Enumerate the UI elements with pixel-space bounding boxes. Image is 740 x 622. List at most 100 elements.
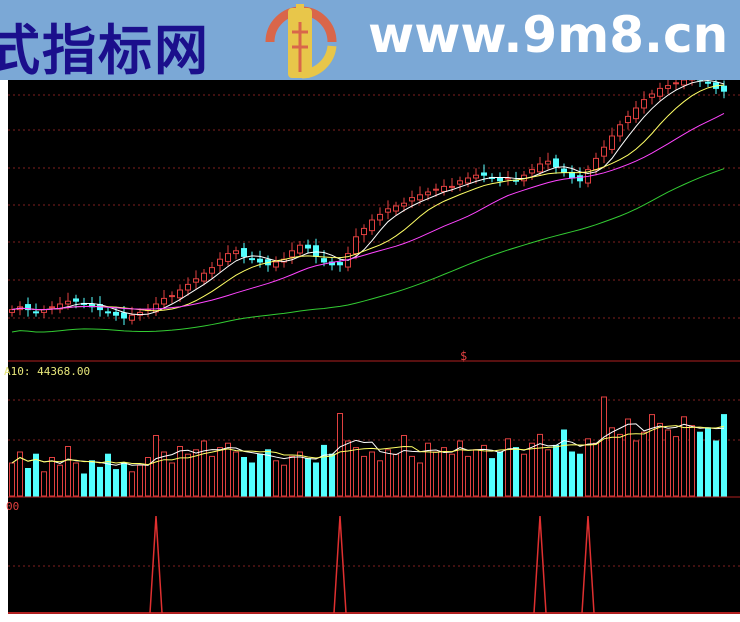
candle-body: [273, 261, 279, 268]
candle-body: [113, 311, 119, 316]
volume-bar: [353, 447, 359, 497]
candle-body: [393, 205, 399, 212]
volume-bar: [129, 471, 135, 497]
candle-body: [441, 185, 447, 192]
candle-body: [681, 79, 687, 86]
candle-body: [121, 312, 127, 319]
volume-bar: [705, 427, 711, 497]
candle-body: [545, 160, 551, 165]
candle-body: [657, 87, 663, 97]
volume-bar: [217, 447, 223, 497]
ma40-line: [11, 168, 725, 333]
volume-bar: [609, 427, 615, 497]
volume-bar: [449, 453, 455, 497]
candle-body: [481, 172, 487, 176]
volume-bar: [97, 466, 103, 497]
volume-bar: [617, 433, 623, 497]
volume-bar: [9, 462, 15, 497]
volume-bar: [537, 433, 543, 497]
candle-body: [465, 177, 471, 184]
candle-body: [73, 298, 79, 302]
site-url: www.9m8.cn: [368, 6, 729, 64]
candle-body: [249, 258, 255, 261]
volume-bar: [513, 447, 519, 497]
candle-body: [241, 248, 247, 257]
candle-body: [225, 253, 231, 262]
candle-body: [289, 250, 295, 258]
volume-bar: [497, 451, 503, 497]
volume-bar: [209, 455, 215, 497]
signal-spike: [333, 515, 347, 614]
volume-bar: [313, 462, 319, 497]
volume-bar: [681, 416, 687, 497]
volume-bar: [73, 462, 79, 497]
candle-body: [161, 297, 167, 305]
volume-bar: [337, 413, 343, 497]
volume-bar: [265, 449, 271, 497]
candle-body: [313, 245, 319, 257]
signal-marker: $: [460, 349, 468, 363]
candle-body: [409, 197, 415, 202]
candle-body: [473, 174, 479, 179]
volume-bar: [105, 453, 111, 497]
candle-body: [457, 180, 463, 185]
volume-bar: [409, 455, 415, 497]
candle-body: [721, 85, 727, 92]
candle-body: [401, 202, 407, 207]
volume-bar: [345, 440, 351, 497]
candle-body: [569, 171, 575, 179]
candle-body: [65, 300, 71, 305]
candle-body: [129, 314, 135, 321]
volume-bar: [177, 446, 183, 497]
candle-body: [193, 278, 199, 283]
candle-body: [185, 283, 191, 291]
candle-body: [377, 213, 383, 221]
candle-body: [105, 311, 111, 314]
candle-body: [577, 175, 583, 182]
volume-bar: [297, 451, 303, 497]
volume-bar: [697, 431, 703, 497]
candle-body: [209, 267, 215, 274]
volume-bar: [649, 414, 655, 497]
candle-body: [593, 157, 599, 171]
chart-background: [8, 0, 740, 614]
volume-bar: [545, 449, 551, 497]
candle-body: [201, 272, 207, 282]
volume-bar: [425, 442, 431, 497]
volume-bar: [377, 460, 383, 497]
volume-bar: [57, 464, 63, 497]
signal-spike: [581, 515, 595, 614]
volume-bar: [225, 442, 231, 497]
volume-bar: [17, 451, 23, 497]
candle-body: [505, 177, 511, 180]
volume-bar: [257, 453, 263, 497]
candle-body: [361, 227, 367, 236]
volume-bar: [481, 444, 487, 497]
volume-bar: [233, 451, 239, 497]
volume-bar: [249, 462, 255, 497]
volume-bar: [489, 458, 495, 497]
candle-body: [553, 158, 559, 168]
candle-body: [609, 135, 615, 150]
candle-body: [425, 191, 431, 196]
candle-body: [601, 146, 607, 157]
volume-bar: [201, 440, 207, 497]
volume-bar: [145, 457, 151, 497]
candle-body: [321, 258, 327, 263]
candle-body: [537, 163, 543, 173]
candle-body: [417, 194, 423, 201]
volume-bar: [193, 449, 199, 497]
watermark-banner: 式指标网 www.9m8.cn: [0, 0, 740, 82]
candle-body: [9, 309, 15, 313]
candle-body: [33, 311, 39, 314]
ma5-line: [11, 80, 725, 316]
volume-bar: [185, 453, 191, 497]
volume-bar: [137, 464, 143, 497]
volume-bar: [417, 462, 423, 497]
candle-body: [497, 177, 503, 182]
candle-body: [665, 85, 671, 89]
volume-ma10-line: [11, 425, 725, 466]
volume-bar: [721, 414, 727, 497]
volume-bar: [585, 438, 591, 497]
